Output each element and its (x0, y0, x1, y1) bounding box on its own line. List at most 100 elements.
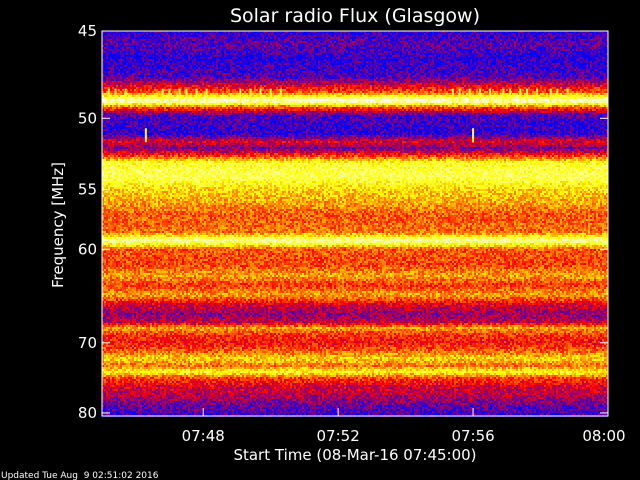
heatmap-cell (150, 61, 152, 63)
heatmap-cell (594, 45, 596, 47)
heatmap-cell (394, 33, 396, 35)
heatmap-cell (142, 57, 144, 59)
heatmap-cell (502, 49, 504, 51)
heatmap-cell (604, 35, 606, 37)
heatmap-cell (264, 57, 266, 59)
heatmap-cell (498, 49, 500, 51)
heatmap-cell (126, 55, 128, 57)
heatmap-cell (152, 53, 154, 55)
heatmap-cell (420, 53, 422, 55)
heatmap-cell (494, 45, 496, 47)
heatmap-cell (198, 57, 200, 59)
heatmap-cell (112, 55, 114, 57)
heatmap-cell (276, 33, 278, 35)
heatmap-cell (344, 43, 346, 45)
heatmap-cell (526, 47, 528, 49)
heatmap-cell (400, 53, 402, 55)
heatmap-cell (502, 65, 504, 67)
heatmap-cell (458, 67, 460, 69)
heatmap-cell (446, 57, 448, 59)
heatmap-cell (372, 45, 374, 47)
heatmap-cell (594, 43, 596, 45)
heatmap-cell (332, 65, 334, 67)
heatmap-cell (316, 47, 318, 49)
heatmap-cell (110, 35, 112, 37)
heatmap-cell (514, 35, 516, 37)
heatmap-cell (436, 43, 438, 45)
heatmap-cell (494, 61, 496, 63)
heatmap-cell (120, 55, 122, 57)
heatmap-cell (310, 37, 312, 39)
heatmap-cell (182, 65, 184, 67)
heatmap-cell (454, 33, 456, 35)
heatmap-cell (132, 61, 134, 63)
heatmap-cell (256, 61, 258, 63)
heatmap-cell (166, 43, 168, 45)
heatmap-cell (372, 59, 374, 61)
heatmap-cell (258, 37, 260, 39)
heatmap-row (102, 31, 608, 33)
heatmap-cell (414, 65, 416, 67)
heatmap-cell (384, 49, 386, 51)
heatmap-cell (324, 31, 326, 33)
heatmap-cell (390, 37, 392, 39)
heatmap-cell (124, 65, 126, 67)
heatmap-cell (408, 51, 410, 53)
heatmap-cell (248, 31, 250, 33)
heatmap-cell (212, 41, 214, 43)
heatmap-cell (232, 33, 234, 35)
heatmap-cell (422, 57, 424, 59)
heatmap-cell (422, 33, 424, 35)
heatmap-cell (132, 45, 134, 47)
heatmap-cell (268, 69, 270, 71)
heatmap-cell (276, 59, 278, 61)
heatmap-cell (324, 61, 326, 63)
heatmap-cell (214, 41, 216, 43)
heatmap-cell (196, 51, 198, 53)
heatmap-cell (192, 33, 194, 35)
heatmap-cell (506, 49, 508, 51)
heatmap-cell (124, 61, 126, 63)
heatmap-cell (322, 63, 324, 65)
heatmap-cell (542, 59, 544, 61)
heatmap-cell (194, 63, 196, 65)
heatmap-cell (298, 33, 300, 35)
heatmap-cell (158, 37, 160, 39)
heatmap-cell (200, 31, 202, 33)
heatmap-cell (222, 45, 224, 47)
heatmap-cell (538, 57, 540, 59)
heatmap-cell (472, 49, 474, 51)
heatmap-cell (370, 69, 372, 71)
heatmap-cell (606, 37, 608, 39)
heatmap-cell (482, 49, 484, 51)
heatmap-cell (132, 39, 134, 41)
heatmap-cell (600, 31, 602, 33)
heatmap-cell (214, 67, 216, 69)
heatmap-cell (256, 63, 258, 65)
heatmap-cell (544, 47, 546, 49)
heatmap-cell (254, 67, 256, 69)
heatmap-cell (392, 65, 394, 67)
heatmap-cell (134, 59, 136, 61)
heatmap-cell (404, 33, 406, 35)
heatmap-cell (582, 59, 584, 61)
heatmap-cell (534, 45, 536, 47)
heatmap-cell (138, 53, 140, 55)
heatmap-cell (102, 57, 104, 59)
heatmap-cell (560, 37, 562, 39)
heatmap-cell (470, 49, 472, 51)
heatmap-cell (374, 69, 376, 71)
heatmap-cell (514, 63, 516, 65)
heatmap-cell (146, 57, 148, 59)
heatmap-cell (148, 39, 150, 41)
heatmap-cell (326, 51, 328, 53)
heatmap-cell (126, 59, 128, 61)
heatmap-cell (270, 61, 272, 63)
heatmap-cell (124, 31, 126, 33)
heatmap-cell (344, 39, 346, 41)
heatmap-cell (522, 41, 524, 43)
heatmap-cell (314, 67, 316, 69)
heatmap-cell (346, 57, 348, 59)
heatmap-cell (406, 41, 408, 43)
heatmap-cell (346, 65, 348, 67)
